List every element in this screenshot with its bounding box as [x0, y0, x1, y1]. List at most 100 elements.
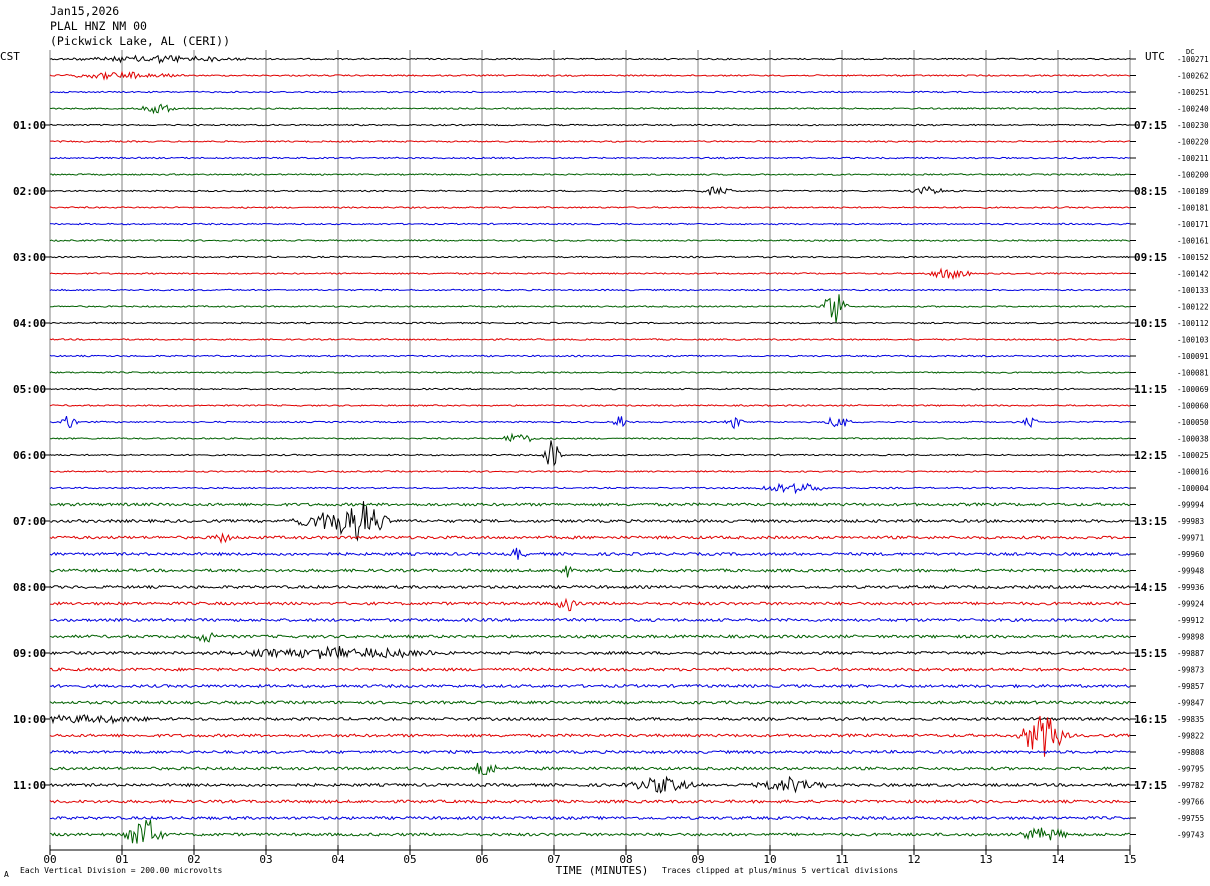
- dc-offset-label: -99873: [1177, 666, 1204, 675]
- seismic-traces: [49, 54, 1131, 844]
- trace-line: [49, 267, 1130, 281]
- trace-line: [49, 799, 1131, 804]
- dc-offset-label: -100133: [1177, 286, 1209, 295]
- x-tick-label: 07: [547, 853, 560, 866]
- trace-line: [49, 294, 1131, 324]
- left-hour-label: 09:00: [13, 647, 46, 660]
- trace-line: [49, 815, 1131, 821]
- dc-offset-label: -100161: [1177, 237, 1209, 246]
- left-hour-labels: 01:00 02:00 03:00 04:00 05:00 06:00 07:00 08:00…: [13, 119, 50, 792]
- left-hour-label: 06:00: [13, 449, 46, 462]
- dc-offset-label: -99948: [1177, 567, 1205, 576]
- trace-line: [49, 239, 1131, 242]
- right-hour-label: 15:15: [1134, 647, 1167, 660]
- trace-line: [49, 173, 1131, 176]
- trace-line: [49, 185, 1131, 196]
- dc-offset-label: -99924: [1177, 600, 1205, 609]
- minute-gridlines: [49, 50, 1131, 850]
- trace-line: [49, 404, 1131, 407]
- trace-line: [49, 222, 1131, 226]
- x-tick-label: 00: [43, 853, 56, 866]
- right-hour-label: 11:15: [1134, 383, 1167, 396]
- x-tick-label: 05: [403, 853, 416, 866]
- trace-line: [49, 156, 1131, 160]
- trace-line: [49, 762, 1131, 776]
- left-hour-label: 11:00: [13, 779, 46, 792]
- dc-offset-label: -99912: [1177, 616, 1204, 625]
- x-tick-label: 06: [475, 853, 488, 866]
- x-tick-label: 08: [619, 853, 632, 866]
- left-hour-label: 04:00: [13, 317, 46, 330]
- trace-line: [49, 103, 1131, 115]
- dc-offset-label: -100112: [1177, 319, 1209, 328]
- dc-offset-label: -99755: [1177, 814, 1204, 823]
- trace-line: [49, 123, 1131, 127]
- right-timezone: UTC: [1145, 50, 1165, 63]
- station-code: PLAL HNZ NM 00: [50, 19, 147, 33]
- left-hour-label: 03:00: [13, 251, 46, 264]
- dc-offset-label: -99960: [1177, 550, 1205, 559]
- right-hour-label: 08:15: [1134, 185, 1167, 198]
- dc-offset-labels: -100271 -100262 -100251 -100240 -100230 -1002…: [1130, 55, 1209, 840]
- left-timezone: CST: [0, 50, 20, 63]
- x-tick-label: 11: [835, 853, 848, 866]
- trace-line: [49, 501, 1131, 542]
- x-axis: 00 01 02 03 04 05 06 07 08 09 10 11 12 13 14 15: [43, 845, 1137, 866]
- x-tick-label: 15: [1123, 853, 1136, 866]
- trace-line: [50, 140, 1131, 143]
- dc-offset-label: -100200: [1177, 171, 1209, 180]
- trace-line: [49, 775, 1131, 794]
- trace-line: [49, 371, 1131, 374]
- dc-offset-label: -99808: [1177, 748, 1205, 757]
- dc-label: DC: [1186, 48, 1195, 56]
- trace-line: [49, 547, 1131, 560]
- dc-offset-label: -99847: [1177, 699, 1204, 708]
- trace-line: [49, 206, 1130, 209]
- trace-line: [49, 714, 1131, 725]
- dc-offset-label: -99971: [1177, 534, 1204, 543]
- dc-offset-label: -99887: [1177, 649, 1204, 658]
- dc-offset-label: -100240: [1177, 105, 1209, 114]
- x-axis-label: TIME (MINUTES): [556, 864, 649, 877]
- trace-line: [49, 90, 1130, 94]
- left-hour-label: 10:00: [13, 713, 46, 726]
- dc-offset-label: -99822: [1177, 732, 1204, 741]
- trace-line: [50, 432, 1131, 443]
- dc-offset-label: -100091: [1177, 352, 1209, 361]
- left-hour-label: 02:00: [13, 185, 46, 198]
- dc-offset-label: -100081: [1177, 369, 1209, 378]
- trace-line: [49, 415, 1131, 430]
- left-hour-label: 01:00: [13, 119, 46, 132]
- dc-offset-label: -99743: [1177, 831, 1204, 840]
- station-location: (Pickwick Lake, AL (CERI)): [50, 34, 231, 48]
- corner-mark: A: [4, 870, 9, 879]
- dc-offset-label: -100181: [1177, 204, 1209, 213]
- trace-line: [49, 617, 1131, 623]
- trace-line: [49, 354, 1131, 358]
- dc-offset-label: -100220: [1177, 138, 1209, 147]
- dc-offset-label: -100038: [1177, 435, 1209, 444]
- dc-offset-label: -100189: [1177, 187, 1209, 196]
- trace-line: [49, 715, 1131, 757]
- right-hour-label: 16:15: [1134, 713, 1167, 726]
- dc-offset-label: -99835: [1177, 715, 1204, 724]
- plot-date: Jan15,2026: [50, 4, 120, 18]
- trace-line: [49, 645, 1131, 660]
- trace-line: [49, 338, 1131, 341]
- dc-offset-label: -100230: [1177, 121, 1209, 130]
- trace-line: [49, 749, 1131, 755]
- x-tick-label: 10: [763, 853, 776, 866]
- dc-offset-label: -100103: [1177, 336, 1209, 345]
- trace-line: [49, 565, 1131, 578]
- trace-line: [49, 683, 1131, 689]
- dc-offset-label: -100142: [1177, 270, 1209, 279]
- dc-offset-label: -99795: [1177, 765, 1204, 774]
- trace-line: [49, 502, 1131, 507]
- trace-line: [49, 288, 1131, 292]
- x-tick-label: 02: [187, 853, 200, 866]
- trace-line: [49, 255, 1131, 259]
- dc-offset-label: -100004: [1177, 484, 1209, 493]
- left-hour-label: 05:00: [13, 383, 46, 396]
- dc-offset-label: -99898: [1177, 633, 1205, 642]
- trace-line: [49, 482, 1131, 495]
